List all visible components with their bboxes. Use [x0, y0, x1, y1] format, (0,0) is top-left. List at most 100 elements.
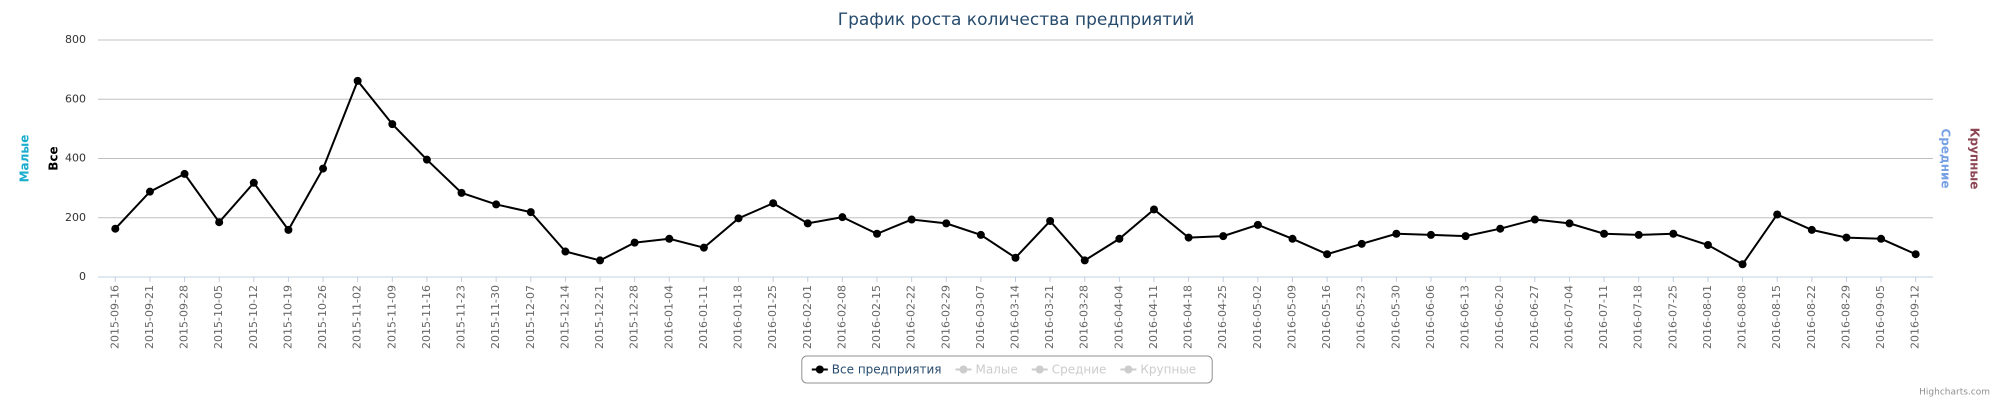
legend-marker	[1035, 365, 1044, 374]
x-tick-label: 2015-11-23	[455, 285, 468, 349]
x-tick-label: 2016-05-23	[1355, 285, 1368, 349]
x-tick-label: 2016-02-01	[801, 285, 814, 349]
point	[492, 200, 501, 209]
point	[457, 188, 466, 197]
credits: Highcharts.com	[1919, 388, 1990, 398]
legend-label: Крупные	[1140, 363, 1196, 377]
legend-item[interactable]: Малые	[955, 363, 1018, 377]
x-tick-label: 2015-12-07	[524, 285, 537, 349]
x-tick-label: 2016-05-09	[1285, 285, 1298, 349]
x-tick-label: 2016-05-02	[1251, 285, 1264, 349]
x-tick-label: 2015-11-09	[385, 285, 398, 349]
x-tick-label: 2015-10-12	[247, 285, 260, 349]
legend: Все предприятия Малые Средние Крупные	[801, 355, 1213, 384]
point	[1496, 224, 1505, 233]
point	[1911, 250, 1920, 259]
point	[1842, 233, 1851, 242]
x-tick-label: 2016-02-29	[939, 285, 952, 349]
x-tick-label: 2016-09-05	[1874, 285, 1887, 349]
point	[1530, 215, 1539, 224]
point	[1703, 241, 1712, 250]
point	[353, 76, 362, 85]
x-tick-label: 2016-02-08	[835, 285, 848, 349]
x-tick-label: 2015-09-16	[108, 285, 121, 349]
x-tick-label: 2016-08-01	[1701, 285, 1714, 349]
y-axis-title: Крупные	[1968, 128, 1982, 190]
point	[1634, 230, 1643, 239]
point	[873, 229, 882, 238]
point	[769, 199, 778, 208]
point	[1877, 234, 1886, 243]
legend-marker	[1124, 365, 1133, 374]
x-tick-label: 2016-05-30	[1389, 285, 1402, 349]
x-tick-label: 2016-06-06	[1424, 285, 1437, 349]
point	[1357, 239, 1366, 248]
x-tick-label: 2016-08-08	[1736, 285, 1749, 349]
point	[665, 234, 674, 243]
point	[145, 187, 154, 196]
legend-label: Все предприятия	[832, 363, 942, 377]
y-axis-title: Малые	[18, 135, 32, 183]
x-tick-label: 2015-09-21	[143, 285, 156, 349]
point	[180, 169, 189, 178]
x-tick-label: 2016-07-04	[1562, 285, 1575, 349]
legend-item[interactable]: Средние	[1031, 363, 1107, 377]
point	[561, 247, 570, 256]
point	[1426, 230, 1435, 239]
point	[1184, 233, 1193, 242]
legend-marker	[959, 365, 968, 374]
x-tick-label: 2016-07-18	[1632, 285, 1645, 349]
x-tick-label: 2016-07-11	[1597, 285, 1610, 349]
x-tick-label: 2016-01-11	[697, 285, 710, 349]
x-tick-label: 2016-03-21	[1043, 285, 1056, 349]
x-tick-label: 2015-11-30	[489, 285, 502, 349]
point	[388, 120, 397, 129]
x-tick-label: 2016-04-25	[1216, 285, 1229, 349]
point	[215, 218, 224, 227]
x-tick-label: 2016-08-15	[1770, 285, 1783, 349]
x-tick-label: 2016-03-28	[1078, 285, 1091, 349]
x-tick-label: 2015-10-26	[316, 285, 329, 349]
x-tick-label: 2016-02-15	[870, 285, 883, 349]
point	[596, 256, 605, 265]
y-tick-label: 600	[65, 92, 86, 105]
point	[111, 224, 120, 233]
chart-title: График роста количества предприятий	[838, 10, 1195, 30]
line	[114, 78, 1917, 266]
x-tick-label: 2016-01-04	[662, 285, 675, 349]
point	[526, 208, 535, 217]
x-tick-label: 2015-11-02	[351, 285, 364, 349]
x-tick-label: 2016-08-29	[1839, 285, 1852, 349]
point	[630, 238, 639, 247]
legend-label: Средние	[1052, 363, 1107, 377]
point	[1565, 219, 1574, 228]
point	[1669, 229, 1678, 238]
point	[1773, 210, 1782, 219]
legend-item[interactable]: Все предприятия	[811, 363, 942, 377]
legend-item[interactable]: Крупные	[1120, 363, 1196, 377]
x-tick-label: 2016-04-04	[1112, 285, 1125, 349]
point	[1807, 225, 1816, 234]
x-tick-label: 2016-05-16	[1320, 285, 1333, 349]
point	[422, 155, 431, 164]
x-tick-label: 2015-12-14	[558, 285, 571, 349]
point	[838, 213, 847, 222]
x-tick-label: 2016-08-22	[1805, 285, 1818, 349]
point	[1288, 234, 1297, 243]
point	[976, 230, 985, 239]
x-tick-label: 2016-04-18	[1182, 285, 1195, 349]
x-tick-label: 2015-10-05	[212, 285, 225, 349]
point	[1323, 250, 1332, 259]
legend-box	[801, 355, 1213, 384]
x-tick-label: 2016-04-11	[1147, 285, 1160, 349]
point	[1115, 234, 1124, 243]
y-axis-title: Все	[47, 146, 61, 170]
point	[1149, 205, 1158, 214]
point	[734, 214, 743, 223]
x-tick-label: 2015-10-19	[281, 285, 294, 349]
x-tick-label: 2016-03-14	[1009, 285, 1022, 349]
point	[1253, 220, 1262, 229]
x-tick-label: 2016-02-22	[905, 285, 918, 349]
x-tick-label: 2015-09-28	[178, 285, 191, 349]
